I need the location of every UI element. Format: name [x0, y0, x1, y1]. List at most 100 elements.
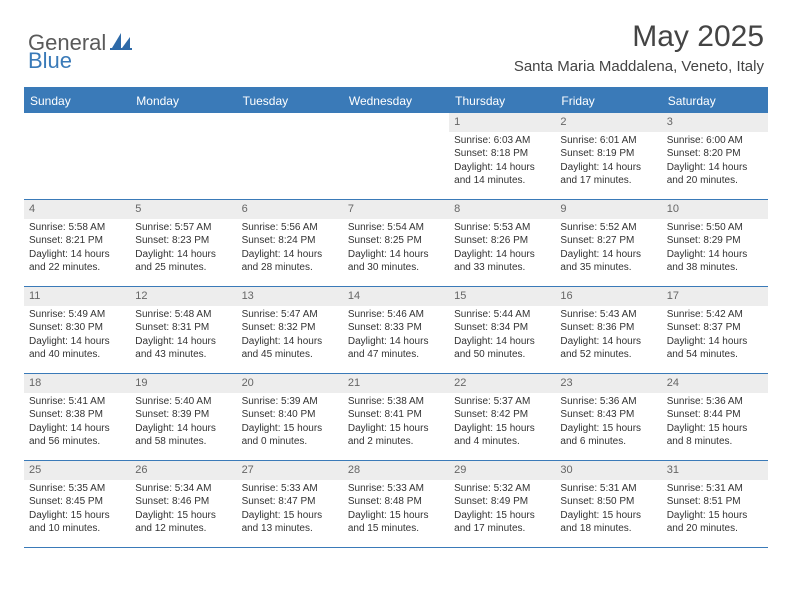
- logo-text-blue: Blue: [28, 48, 72, 73]
- day-number: 21: [343, 374, 449, 393]
- day-number: 19: [130, 374, 236, 393]
- day-cell: 24 Sunrise: 5:36 AMSunset: 8:44 PMDayligh…: [662, 374, 768, 460]
- day-cell: 22 Sunrise: 5:37 AMSunset: 8:42 PMDayligh…: [449, 374, 555, 460]
- location: Santa Maria Maddalena, Veneto, Italy: [514, 58, 764, 75]
- day-number: 16: [555, 287, 661, 306]
- day-number: 6: [237, 200, 343, 219]
- sunrise-text: Sunrise: 5:47 AM: [242, 308, 338, 322]
- sunrise-text: Sunrise: 5:36 AM: [667, 395, 763, 409]
- sunrise-text: Sunrise: 5:49 AM: [29, 308, 125, 322]
- day-body: Sunrise: 5:53 AMSunset: 8:26 PMDaylight:…: [449, 221, 555, 279]
- day-cell: 27Sunrise: 5:33 AMSunset: 8:47 PMDayligh…: [237, 461, 343, 547]
- sunset-text: Sunset: 8:19 PM: [560, 147, 656, 161]
- day-number: 30: [555, 461, 661, 480]
- daylight-text: Daylight: 15 hours and 10 minutes.: [29, 509, 125, 536]
- daylight-text: Daylight: 14 hours and 33 minutes.: [454, 248, 550, 275]
- sunset-text: Sunset: 8:32 PM: [242, 321, 338, 335]
- day-body: Sunrise: 6:03 AMSunset: 8:18 PMDaylight:…: [449, 134, 555, 192]
- sunset-text: Sunset: 8:49 PM: [454, 495, 550, 509]
- day-body: Sunrise: 6:01 AMSunset: 8:19 PMDaylight:…: [555, 134, 661, 192]
- daylight-text: Daylight: 15 hours and 4 minutes.: [454, 422, 550, 449]
- day-body: Sunrise: 5:56 AMSunset: 8:24 PMDaylight:…: [237, 221, 343, 279]
- day-cell: 4 Sunrise: 5:58 AMSunset: 8:21 PMDaylight…: [24, 200, 130, 286]
- sunrise-text: Sunrise: 5:33 AM: [348, 482, 444, 496]
- sunrise-text: Sunrise: 5:50 AM: [667, 221, 763, 235]
- day-number: 1: [449, 113, 555, 132]
- daylight-text: Daylight: 15 hours and 17 minutes.: [454, 509, 550, 536]
- sunset-text: Sunset: 8:27 PM: [560, 234, 656, 248]
- day-number: 25: [24, 461, 130, 480]
- sunset-text: Sunset: 8:33 PM: [348, 321, 444, 335]
- day-body: Sunrise: 5:42 AMSunset: 8:37 PMDaylight:…: [662, 308, 768, 366]
- daylight-text: Daylight: 15 hours and 20 minutes.: [667, 509, 763, 536]
- sunrise-text: Sunrise: 6:03 AM: [454, 134, 550, 148]
- week-row: 18Sunrise: 5:41 AMSunset: 8:38 PMDayligh…: [24, 374, 768, 461]
- day-number: 11: [24, 287, 130, 306]
- sunset-text: Sunset: 8:26 PM: [454, 234, 550, 248]
- day-number: 20: [237, 374, 343, 393]
- week-row: 25 Sunrise: 5:35 AMSunset: 8:45 PMDayligh…: [24, 461, 768, 548]
- sunrise-text: Sunrise: 5:56 AM: [242, 221, 338, 235]
- day-body: Sunrise: 5:52 AMSunset: 8:27 PMDaylight:…: [555, 221, 661, 279]
- sunset-text: Sunset: 8:18 PM: [454, 147, 550, 161]
- daylight-text: Daylight: 14 hours and 40 minutes.: [29, 335, 125, 362]
- daylight-text: Daylight: 15 hours and 2 minutes.: [348, 422, 444, 449]
- sunrise-text: Sunrise: 5:41 AM: [29, 395, 125, 409]
- day-cell: 31Sunrise: 5:31 AMSunset: 8:51 PMDayligh…: [662, 461, 768, 547]
- daylight-text: Daylight: 14 hours and 54 minutes.: [667, 335, 763, 362]
- day-number: 22: [449, 374, 555, 393]
- daylight-text: Daylight: 14 hours and 50 minutes.: [454, 335, 550, 362]
- sunset-text: Sunset: 8:44 PM: [667, 408, 763, 422]
- daylight-text: Daylight: 15 hours and 8 minutes.: [667, 422, 763, 449]
- day-body: Sunrise: 5:57 AMSunset: 8:23 PMDaylight:…: [130, 221, 236, 279]
- day-cell: 21 Sunrise: 5:38 AMSunset: 8:41 PMDayligh…: [343, 374, 449, 460]
- weekday-monday: Monday: [130, 89, 236, 113]
- day-cell: 20Sunrise: 5:39 AMSunset: 8:40 PMDayligh…: [237, 374, 343, 460]
- day-cell: .: [237, 113, 343, 199]
- day-cell: .: [343, 113, 449, 199]
- sunrise-text: Sunrise: 5:31 AM: [667, 482, 763, 496]
- daylight-text: Daylight: 14 hours and 43 minutes.: [135, 335, 231, 362]
- day-cell: 26Sunrise: 5:34 AMSunset: 8:46 PMDayligh…: [130, 461, 236, 547]
- daylight-text: Daylight: 14 hours and 58 minutes.: [135, 422, 231, 449]
- month-title: May 2025: [514, 20, 764, 54]
- day-cell: 6 Sunrise: 5:56 AMSunset: 8:24 PMDaylight…: [237, 200, 343, 286]
- sunset-text: Sunset: 8:37 PM: [667, 321, 763, 335]
- day-number: 24: [662, 374, 768, 393]
- daylight-text: Daylight: 15 hours and 18 minutes.: [560, 509, 656, 536]
- sunset-text: Sunset: 8:24 PM: [242, 234, 338, 248]
- sunset-text: Sunset: 8:30 PM: [29, 321, 125, 335]
- day-body: Sunrise: 5:35 AMSunset: 8:45 PMDaylight:…: [24, 482, 130, 540]
- day-cell: 7Sunrise: 5:54 AMSunset: 8:25 PMDaylight…: [343, 200, 449, 286]
- day-cell: 3Sunrise: 6:00 AMSunset: 8:20 PMDaylight…: [662, 113, 768, 199]
- daylight-text: Daylight: 15 hours and 6 minutes.: [560, 422, 656, 449]
- day-body: Sunrise: 5:43 AMSunset: 8:36 PMDaylight:…: [555, 308, 661, 366]
- day-number: 3: [662, 113, 768, 132]
- day-cell: 28Sunrise: 5:33 AMSunset: 8:48 PMDayligh…: [343, 461, 449, 547]
- day-number: 23: [555, 374, 661, 393]
- day-number: 4: [24, 200, 130, 219]
- day-body: Sunrise: 5:47 AMSunset: 8:32 PMDaylight:…: [237, 308, 343, 366]
- day-body: Sunrise: 5:38 AMSunset: 8:41 PMDaylight:…: [343, 395, 449, 453]
- day-cell: 19Sunrise: 5:40 AMSunset: 8:39 PMDayligh…: [130, 374, 236, 460]
- logo-sail-icon: [110, 31, 132, 56]
- day-number: 9: [555, 200, 661, 219]
- daylight-text: Daylight: 14 hours and 35 minutes.: [560, 248, 656, 275]
- weekday-thursday: Thursday: [449, 89, 555, 113]
- day-body: Sunrise: 5:54 AMSunset: 8:25 PMDaylight:…: [343, 221, 449, 279]
- daylight-text: Daylight: 14 hours and 28 minutes.: [242, 248, 338, 275]
- day-body: Sunrise: 5:41 AMSunset: 8:38 PMDaylight:…: [24, 395, 130, 453]
- day-body: Sunrise: 5:58 AMSunset: 8:21 PMDaylight:…: [24, 221, 130, 279]
- day-cell: 18Sunrise: 5:41 AMSunset: 8:38 PMDayligh…: [24, 374, 130, 460]
- sunset-text: Sunset: 8:48 PM: [348, 495, 444, 509]
- day-number: 15: [449, 287, 555, 306]
- day-number: 17: [662, 287, 768, 306]
- daylight-text: Daylight: 14 hours and 47 minutes.: [348, 335, 444, 362]
- daylight-text: Daylight: 14 hours and 45 minutes.: [242, 335, 338, 362]
- sunset-text: Sunset: 8:43 PM: [560, 408, 656, 422]
- day-body: Sunrise: 5:37 AMSunset: 8:42 PMDaylight:…: [449, 395, 555, 453]
- day-body: Sunrise: 5:33 AMSunset: 8:47 PMDaylight:…: [237, 482, 343, 540]
- weekday-friday: Friday: [555, 89, 661, 113]
- day-cell: 1 Sunrise: 6:03 AMSunset: 8:18 PMDaylight…: [449, 113, 555, 199]
- day-cell: 23Sunrise: 5:36 AMSunset: 8:43 PMDayligh…: [555, 374, 661, 460]
